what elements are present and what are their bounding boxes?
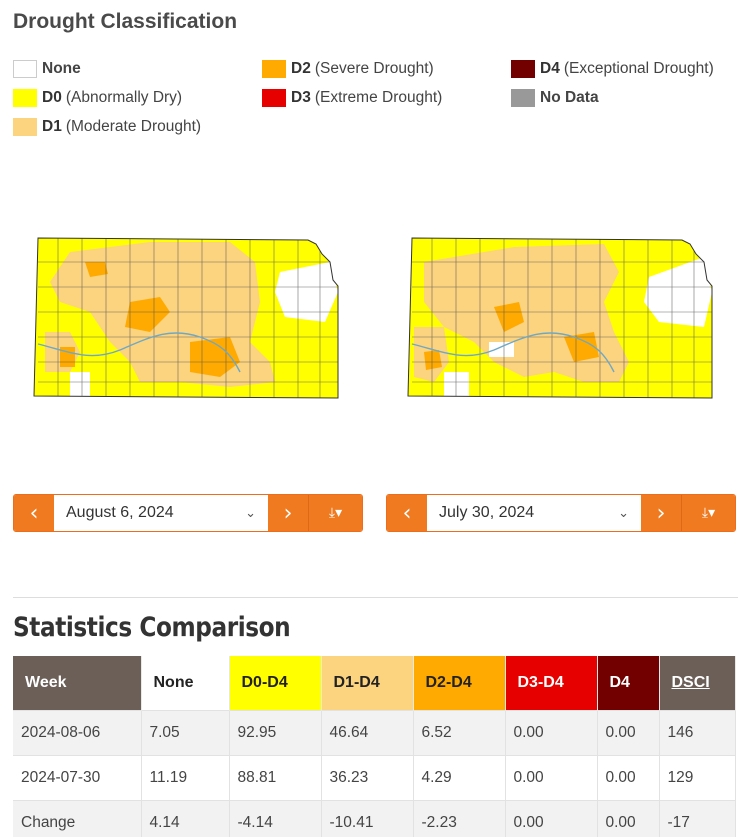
chevron-right-icon: › — [656, 500, 666, 526]
col-header-week: Week — [13, 656, 142, 710]
date-control-right: ‹ July 30, 2024 ⌄ › ⤓▾ — [386, 494, 736, 532]
col-header-d3-d4: D3-D4 — [505, 656, 598, 710]
table-cell: 0.00 — [505, 799, 598, 837]
table-cell: -10.41 — [321, 799, 414, 837]
legend-label: (Extreme Drought) — [314, 89, 443, 106]
legend-d2: D2 (Severe Drought) — [262, 60, 434, 78]
table-cell: 146 — [659, 709, 736, 755]
legend-swatch-d4 — [511, 60, 535, 78]
legend-swatch-none — [13, 60, 37, 78]
download-button-left[interactable]: ⤓▾ — [308, 495, 362, 531]
legend-label: No Data — [540, 89, 599, 106]
legend-none: None — [13, 60, 81, 78]
table-cell: 2024-08-06 — [13, 709, 142, 755]
section-title: Drought Classification — [13, 10, 238, 33]
legend-swatch-d3 — [262, 89, 286, 107]
legend-code: D3 — [291, 89, 311, 106]
stats-title: Statistics Comparison — [13, 612, 291, 643]
next-week-button-right[interactable]: › — [641, 495, 681, 531]
legend-code: D0 — [42, 89, 62, 106]
section-divider — [13, 597, 738, 598]
dsci-link[interactable]: DSCI — [671, 673, 710, 691]
table-cell: 6.52 — [413, 709, 506, 755]
table-cell: 129 — [659, 754, 736, 800]
table-cell: 36.23 — [321, 754, 414, 800]
legend-label: None — [42, 60, 81, 77]
stats-table: Week None D0-D4 D1-D4 D2-D4 D3-D4 D4 DSC… — [13, 656, 736, 837]
table-cell: 46.64 — [321, 709, 414, 755]
table-cell: 4.29 — [413, 754, 506, 800]
date-select-value: August 6, 2024 — [66, 504, 174, 521]
col-header-dsci[interactable]: DSCI — [659, 656, 736, 710]
date-select-value: July 30, 2024 — [439, 504, 535, 521]
table-row: 2024-07-30 11.19 88.81 36.23 4.29 0.00 0… — [13, 754, 736, 800]
table-cell: 7.05 — [141, 709, 230, 755]
table-cell: Change — [13, 799, 142, 837]
col-header-d4: D4 — [597, 656, 660, 710]
date-select-right[interactable]: July 30, 2024 ⌄ — [427, 495, 641, 531]
chevron-down-icon: ⌄ — [245, 505, 256, 521]
table-cell: 92.95 — [229, 709, 322, 755]
legend-code: D4 — [540, 60, 560, 77]
chevron-down-icon: ⌄ — [618, 505, 629, 521]
col-header-none: None — [141, 656, 230, 710]
prev-week-button-right[interactable]: ‹ — [387, 495, 427, 531]
table-row: 2024-08-06 7.05 92.95 46.64 6.52 0.00 0.… — [13, 709, 736, 755]
legend-no-data: No Data — [511, 89, 599, 107]
legend-label: (Exceptional Drought) — [563, 60, 714, 77]
table-row: Change 4.14 -4.14 -10.41 -2.23 0.00 0.00… — [13, 799, 736, 837]
legend-code: D1 — [42, 118, 62, 135]
legend-d0: D0 (Abnormally Dry) — [13, 89, 182, 107]
table-cell: 2024-07-30 — [13, 754, 142, 800]
table-cell: 0.00 — [505, 754, 598, 800]
table-cell: 0.00 — [597, 709, 660, 755]
col-header-d1-d4: D1-D4 — [321, 656, 414, 710]
kansas-drought-map-left — [33, 237, 339, 399]
kansas-drought-map-right — [407, 237, 713, 399]
table-cell: 4.14 — [141, 799, 230, 837]
legend-code: D2 — [291, 60, 311, 77]
table-cell: 0.00 — [505, 709, 598, 755]
legend-swatch-d2 — [262, 60, 286, 78]
date-control-left: ‹ August 6, 2024 ⌄ › ⤓▾ — [13, 494, 363, 532]
table-cell: -17 — [659, 799, 736, 837]
chevron-right-icon: › — [283, 500, 293, 526]
chevron-left-icon: ‹ — [402, 500, 412, 526]
legend-swatch-no-data — [511, 89, 535, 107]
legend-label: (Moderate Drought) — [65, 118, 202, 135]
legend-d4: D4 (Exceptional Drought) — [511, 60, 714, 78]
chevron-left-icon: ‹ — [29, 500, 39, 526]
table-cell: 0.00 — [597, 799, 660, 837]
legend-swatch-d1 — [13, 118, 37, 136]
legend-d3: D3 (Extreme Drought) — [262, 89, 442, 107]
download-icon: ⤓▾ — [701, 505, 716, 521]
table-cell: 11.19 — [141, 754, 230, 800]
prev-week-button-left[interactable]: ‹ — [14, 495, 54, 531]
legend-label: (Severe Drought) — [314, 60, 434, 77]
table-cell: -2.23 — [413, 799, 506, 837]
next-week-button-left[interactable]: › — [268, 495, 308, 531]
table-cell: 0.00 — [597, 754, 660, 800]
legend-swatch-d0 — [13, 89, 37, 107]
col-header-d2-d4: D2-D4 — [413, 656, 506, 710]
legend-d1: D1 (Moderate Drought) — [13, 118, 201, 136]
date-select-left[interactable]: August 6, 2024 ⌄ — [54, 495, 268, 531]
col-header-d0-d4: D0-D4 — [229, 656, 322, 710]
table-cell: -4.14 — [229, 799, 322, 837]
table-cell: 88.81 — [229, 754, 322, 800]
download-button-right[interactable]: ⤓▾ — [681, 495, 735, 531]
legend-label: (Abnormally Dry) — [65, 89, 183, 106]
download-icon: ⤓▾ — [328, 505, 343, 521]
